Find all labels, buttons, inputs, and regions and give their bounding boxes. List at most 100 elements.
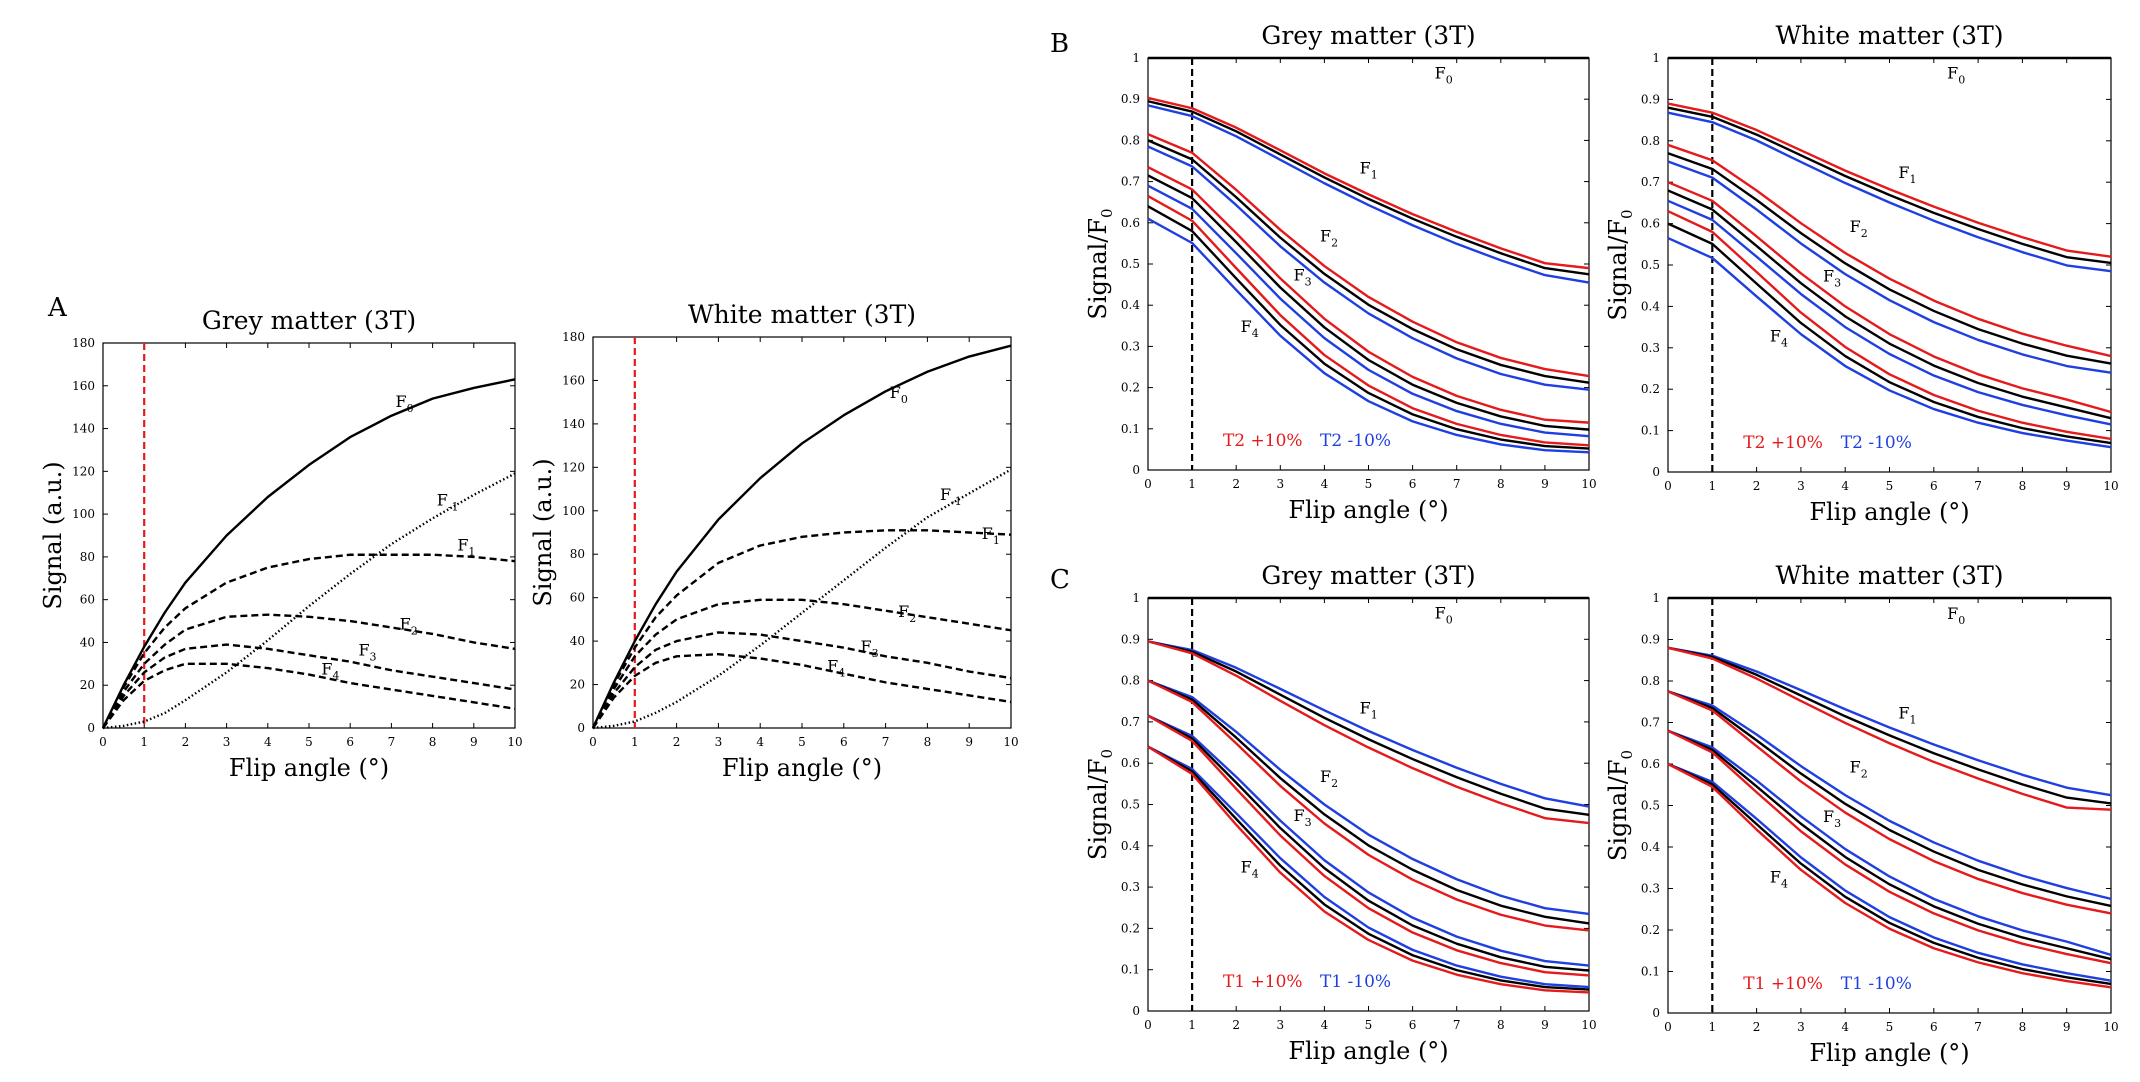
curve-label-f1: F1 [1360, 699, 1378, 722]
series-f3-t2-10- [1147, 166, 1590, 424]
curve-label-f2: F2 [1320, 767, 1338, 790]
x-tick-label: 0 [1664, 479, 1672, 493]
curve-label-f3: F3 [1823, 267, 1841, 290]
y-tick-label: 0.5 [1121, 257, 1140, 271]
x-tick-label: 4 [264, 735, 272, 749]
y-tick-label: 0.7 [1121, 715, 1140, 729]
y-tick-label: 0.2 [1121, 381, 1140, 395]
chart-c-grey: 0 1 2 3 4 5 6 7 8 9 10 0 0.1 0.2 0.3 0.4 0.5 0.6 0.7 0.8 0.9… [1084, 561, 1597, 1065]
series-f4-t2-10- [1147, 194, 1590, 447]
y-tick-label: 120 [72, 464, 95, 478]
y-tick-label: 0.7 [1121, 175, 1140, 189]
series-f2 [591, 598, 1012, 729]
curve-label-f4: F4 [827, 657, 845, 680]
series-f1-t1-10- [1147, 640, 1590, 808]
y-tick-label: 0.1 [1641, 965, 1660, 979]
x-tick-label: 0 [1664, 1020, 1672, 1034]
x-tick-label: 6 [1409, 477, 1417, 491]
x-tick-label: 10 [2103, 479, 2118, 493]
x-tick-label: 5 [1886, 1020, 1894, 1034]
y-tick-label: 40 [570, 634, 585, 648]
y-tick-label: 0.1 [1121, 422, 1140, 436]
chart-title: White matter (3T) [1775, 21, 2003, 50]
x-tick-label: 2 [673, 735, 681, 749]
series-f4-t2-10- [1147, 217, 1590, 454]
series-f3 [1147, 174, 1590, 431]
curve-label-f3: F3 [1294, 806, 1312, 829]
series-f4-t1-10- [1667, 762, 2112, 989]
curve-label-f2: F2 [1320, 226, 1338, 249]
x-tick-label: 9 [2063, 1020, 2071, 1034]
x-axis-label: Flip angle (°) [1809, 1039, 1969, 1067]
y-tick-label: 0.6 [1641, 217, 1660, 231]
chart-title: Grey matter (3T) [202, 306, 416, 335]
y-tick-label: 100 [72, 507, 95, 521]
x-tick-label: 8 [924, 735, 932, 749]
y-tick-label: 60 [80, 593, 95, 607]
x-tick-label: 4 [756, 735, 764, 749]
x-tick-label: 8 [1497, 1018, 1505, 1032]
curve-label-f4: F4 [321, 660, 339, 683]
x-tick-label: 1 [1708, 479, 1716, 493]
legend-entry: T2 +10% [1223, 431, 1303, 451]
y-tick-label: 0.9 [1641, 633, 1660, 647]
y-tick-label: 0.5 [1121, 798, 1140, 812]
y-axis-label: Signal/F0 [1604, 209, 1636, 320]
y-tick-label: 0.5 [1641, 258, 1660, 272]
y-tick-label: 0.6 [1121, 216, 1140, 230]
curve-label-f3: F3 [1294, 265, 1312, 288]
series-f3 [101, 643, 516, 729]
x-tick-label: 3 [1797, 479, 1805, 493]
y-tick-label: 0.5 [1641, 799, 1660, 813]
y-tick-label: 160 [562, 373, 585, 387]
y-tick-label: 0.4 [1641, 840, 1660, 854]
y-tick-label: 0.1 [1121, 963, 1140, 977]
y-tick-label: 0.7 [1641, 175, 1660, 189]
x-axis-label: Flip angle (°) [1288, 496, 1448, 524]
chart-a-white: 0 1 2 3 4 5 6 7 8 9 10020406080100120140160180F0F-… [529, 300, 1019, 782]
x-axis-label: Flip angle (°) [1809, 498, 1969, 526]
series-f4 [592, 652, 1012, 729]
x-tick-label: 5 [305, 735, 313, 749]
curve-label-f3: F3 [861, 637, 879, 660]
x-tick-label: 9 [470, 735, 478, 749]
x-tick-label: 7 [1453, 1018, 1461, 1032]
series-f3-t2-10- [1667, 199, 2112, 426]
series-f2-t2-10- [1147, 145, 1590, 391]
charts-container: 0 1 2 3 4 5 6 7 8 9 10020406080100120140160180F0F-… [39, 21, 2119, 1067]
series-f4 [1147, 745, 1590, 991]
series-f1-t1-10- [1147, 640, 1590, 825]
x-tick-label: 2 [1232, 1018, 1240, 1032]
y-tick-label: 0.3 [1641, 882, 1660, 896]
y-tick-label: 0 [1132, 1004, 1140, 1018]
x-tick-label: 8 [2019, 479, 2027, 493]
x-tick-label: 6 [1930, 479, 1938, 493]
x-tick-label: 7 [388, 735, 396, 749]
x-tick-label: 1 [1708, 1020, 1716, 1034]
panel-label-b: B [1050, 29, 1069, 59]
y-tick-label: 0 [1652, 1006, 1660, 1020]
x-tick-label: 6 [346, 735, 354, 749]
series-f4-t2-10- [1667, 236, 2112, 449]
x-axis-label: Flip angle (°) [722, 754, 882, 782]
x-tick-label: 4 [1841, 1020, 1849, 1034]
x-tick-label: 7 [882, 735, 890, 749]
y-tick-label: 120 [562, 460, 585, 474]
legend-entry: T1 -10% [1320, 972, 1391, 992]
x-tick-label: 3 [1276, 477, 1284, 491]
chart-title: Grey matter (3T) [1261, 21, 1475, 50]
series-f0 [101, 378, 516, 729]
x-tick-label: 7 [1974, 1020, 1982, 1034]
y-tick-label: 180 [72, 336, 95, 350]
curve-label-f3: F3 [1823, 807, 1841, 830]
series-f1 [1147, 640, 1590, 817]
x-tick-label: 6 [840, 735, 848, 749]
curve-label-f0: F0 [396, 392, 414, 415]
x-tick-label: 1 [1188, 477, 1196, 491]
x-tick-label: 2 [182, 735, 190, 749]
x-tick-label: 2 [1232, 477, 1240, 491]
panel-label-a: A [47, 293, 68, 323]
series-f3-t1-10- [1667, 729, 2112, 957]
series-f2 [1667, 690, 2112, 908]
